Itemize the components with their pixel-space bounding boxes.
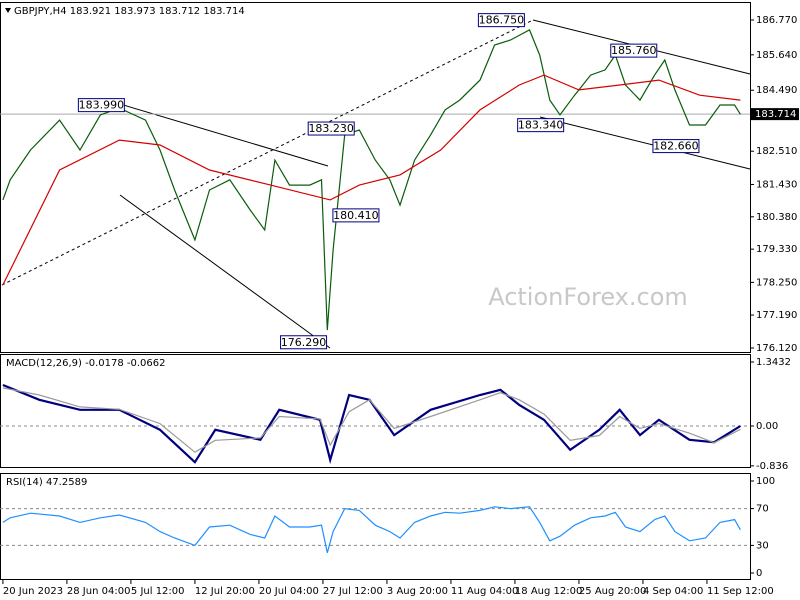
price-annotation-box bbox=[307, 121, 355, 136]
price-annotation: 183.340 bbox=[518, 119, 564, 132]
series-line bbox=[2, 383, 741, 465]
price-annotation-box bbox=[332, 208, 380, 223]
y-tick-label: 0 bbox=[756, 568, 762, 579]
y-tick-label: 70 bbox=[756, 504, 769, 515]
symbol-icon bbox=[5, 8, 11, 13]
series-line bbox=[2, 74, 741, 286]
y-tick-label: 179.330 bbox=[756, 244, 797, 255]
x-tick-label: 12 Jul 20:00 bbox=[195, 586, 255, 597]
y-tick-label: 177.190 bbox=[756, 310, 797, 321]
price-panel bbox=[0, 2, 751, 353]
price-annotation: 185.760 bbox=[611, 44, 657, 57]
trend-line bbox=[119, 194, 331, 349]
x-tick-label: 27 Jul 12:00 bbox=[323, 586, 383, 597]
x-tick-label: 20 Jul 04:00 bbox=[259, 586, 319, 597]
y-tick-label: 185.640 bbox=[756, 50, 797, 61]
price-annotation: 180.410 bbox=[333, 209, 379, 222]
y-tick-label: -0.836 bbox=[756, 461, 788, 472]
y-tick-label: 186.770 bbox=[756, 15, 797, 26]
y-tick-label: 0.00 bbox=[756, 421, 778, 432]
y-tick-label: 1.3432 bbox=[756, 357, 791, 368]
x-tick-label: 18 Aug 12:00 bbox=[515, 586, 582, 597]
y-tick-label: 181.430 bbox=[756, 179, 797, 190]
price-annotation: 183.990 bbox=[79, 99, 125, 112]
watermark: ActionForex.com bbox=[488, 283, 688, 311]
y-tick-label: 176.120 bbox=[756, 343, 797, 354]
trend-line bbox=[539, 116, 751, 170]
macd-title: MACD(12,26,9) -0.0178 -0.0662 bbox=[6, 358, 166, 369]
price-annotation-box bbox=[517, 118, 565, 133]
x-tick-label: 3 Aug 20:00 bbox=[387, 586, 448, 597]
price-annotation: 182.660 bbox=[653, 140, 699, 153]
x-tick-label: 4 Sep 04:00 bbox=[643, 586, 703, 597]
price-annotation-box bbox=[652, 139, 700, 154]
trend-lines bbox=[1, 19, 751, 349]
series-line bbox=[2, 506, 741, 553]
chart-title: GBPJPY,H4 183.921 183.973 183.712 183.71… bbox=[14, 6, 245, 17]
price-annotation-box bbox=[280, 335, 328, 350]
current-price-box bbox=[751, 108, 799, 121]
rsi-panel bbox=[0, 473, 751, 580]
x-tick-label: 11 Sep 12:00 bbox=[707, 586, 774, 597]
price-annotation: 186.750 bbox=[479, 14, 525, 27]
price-annotation-box bbox=[477, 13, 525, 28]
price-annotation: 183.230 bbox=[308, 122, 354, 135]
x-tick-label: 11 Aug 04:00 bbox=[451, 586, 518, 597]
y-tick-label: 100 bbox=[756, 476, 775, 487]
x-tick-label: 5 Jul 12:00 bbox=[131, 586, 185, 597]
price-annotation-box bbox=[610, 43, 658, 58]
x-tick-label: 20 Jun 2023 bbox=[3, 586, 63, 597]
x-tick-label: 28 Jun 04:00 bbox=[67, 586, 131, 597]
y-tick-label: 30 bbox=[756, 540, 769, 551]
y-tick-label: 178.250 bbox=[756, 277, 797, 288]
price-annotation-box bbox=[77, 98, 125, 113]
macd-panel bbox=[0, 354, 751, 468]
current-price-label: 183.714 bbox=[755, 109, 796, 120]
price-annotation: 176.290 bbox=[281, 336, 327, 349]
rsi-title: RSI(14) 47.2589 bbox=[6, 477, 87, 488]
series-line bbox=[2, 29, 741, 331]
trend-line bbox=[1, 19, 534, 286]
y-tick-label: 182.510 bbox=[756, 146, 797, 157]
y-tick-label: 184.490 bbox=[756, 85, 797, 96]
series-line bbox=[2, 387, 741, 453]
y-tick-label: 180.380 bbox=[756, 212, 797, 223]
x-tick-label: 25 Aug 20:00 bbox=[579, 586, 646, 597]
